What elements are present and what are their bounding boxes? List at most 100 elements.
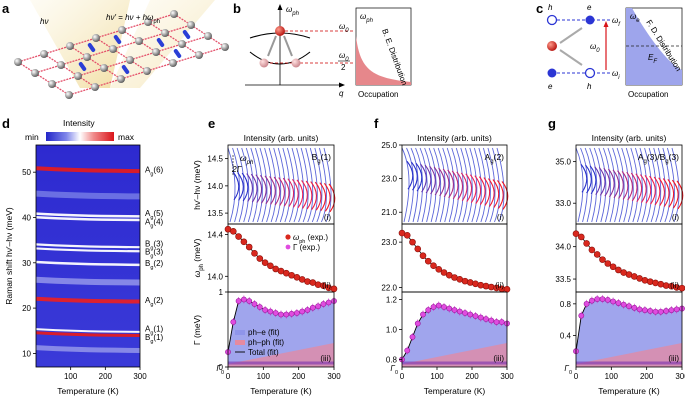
f-spectrum-peak (465, 173, 473, 203)
atom (135, 37, 143, 45)
d-mode-label: Bg(3) (145, 240, 164, 252)
e-spectrum (309, 147, 318, 223)
e-xtick: 300 (327, 372, 341, 381)
d-xtick: 300 (133, 372, 147, 381)
e-omega-point (256, 255, 264, 262)
f-gamma-point (456, 308, 463, 315)
g-omega-point (678, 284, 685, 292)
e-legend-omega: ωph (exp.) (293, 233, 328, 245)
f-y1-tick: 21.0 (381, 208, 397, 217)
e-y2-tick: 14.0 (207, 272, 223, 281)
g-omega-point (604, 260, 612, 267)
f-ph-ph-area (402, 343, 507, 367)
f-omega-point (414, 245, 422, 253)
f-spectrum (473, 147, 482, 223)
panel-label-a: a (2, 1, 10, 16)
g-gamma-point (599, 296, 606, 303)
d-mode-label: Ag(2) (145, 296, 164, 308)
d-band (36, 296, 140, 304)
f-gamma-point (467, 311, 474, 318)
g-spectrum-peak (612, 169, 620, 199)
d-mode-label: Ag(6) (145, 165, 164, 177)
atom (83, 53, 91, 61)
d-band (36, 166, 140, 174)
atom (169, 59, 177, 67)
g-y1-tick: 33.0 (555, 199, 571, 208)
d-mode-label: Bg(3) (145, 248, 164, 260)
g-xlabel: Temperature (K) (598, 386, 660, 396)
atom (126, 56, 134, 64)
c-omega-f: ωf (612, 16, 621, 28)
atom (117, 75, 125, 83)
electron (113, 35, 122, 44)
e-omega-point (240, 238, 248, 246)
f-omega-fit (401, 232, 508, 290)
c-h-bot: h (587, 82, 592, 91)
f-y1-tick: 25.0 (381, 141, 397, 150)
e-omega-point (245, 243, 253, 251)
b-occupation-label: Occupation (358, 90, 398, 99)
g-gamma-point (589, 297, 595, 304)
e-gamma-point (304, 307, 311, 313)
e-spectrum-peak (296, 179, 304, 209)
lattice (14, 10, 229, 99)
e-legend-total: Total (fit) (248, 348, 279, 357)
e-gamma-point (293, 310, 300, 316)
g-spectrum (589, 147, 598, 223)
panel-label-f: f (374, 116, 379, 131)
f-gamma-point (409, 334, 416, 340)
e-2gamma: 2Γ (231, 164, 243, 174)
e-spectrum (232, 147, 241, 223)
f-spectrum-peak (438, 167, 445, 197)
atom (92, 34, 100, 42)
g-spectrum (616, 147, 625, 223)
g-xtick: 0 (574, 372, 579, 381)
g-gamma-point (631, 304, 638, 311)
e-omega-point (267, 262, 274, 270)
atom (178, 40, 186, 48)
e-spectrum (250, 147, 259, 223)
c-occupation-label: Occupation (628, 90, 668, 99)
g-spectrum-peak (621, 171, 629, 200)
e-spectrum (254, 147, 263, 223)
atom (152, 48, 160, 56)
d-ytick: 50 (22, 168, 31, 177)
f-gamma-point (498, 319, 505, 325)
panel-a: a hν hν′ = hν + hωph (2, 0, 229, 99)
g-spectrum-peak (676, 180, 684, 210)
panel-f: f Intensity (arb. units) 21.0 23.0 25.0 Ag(2)… (374, 116, 514, 396)
f-xtick: 200 (465, 372, 479, 381)
e-legend-ph-ph: ph–ph (fit) (248, 338, 284, 347)
d-colorbar-max: max (118, 132, 135, 142)
g-omega-point (583, 240, 590, 247)
g-spectrum (671, 147, 680, 223)
f-gamma-point (404, 347, 411, 354)
e-gamma-point (309, 304, 316, 311)
g-spectrum-peak (617, 170, 624, 199)
e-spectrum-peak (264, 175, 272, 205)
f-spectrum-peak (456, 171, 464, 201)
f-waterfall (401, 147, 509, 223)
d-ytick: 20 (22, 304, 31, 313)
electron (156, 38, 165, 47)
f-spectrum (482, 147, 491, 223)
f-y2-tick: 22.0 (381, 283, 397, 292)
e-spectrum (241, 147, 250, 223)
panel-label-c: c (536, 1, 543, 16)
g-spectrum (639, 147, 648, 223)
g-spectrum-peak (603, 167, 611, 197)
f-spectrum-peak (442, 168, 450, 198)
d-mode-label: Bg(1) (145, 333, 164, 345)
f-spectrum-peak (433, 166, 441, 196)
electron (182, 30, 191, 39)
f-mode-label: Ag(2) (485, 152, 505, 165)
b-half-den: 2 (341, 63, 346, 72)
e-spectrum-peak (287, 178, 295, 208)
e-spectrum-peak (237, 172, 244, 201)
b-q-label: q (339, 89, 344, 98)
f-y3-tick: 1.0 (386, 326, 398, 335)
e-spectrum-peak (232, 171, 240, 201)
g-spectrum-peak (594, 166, 602, 195)
